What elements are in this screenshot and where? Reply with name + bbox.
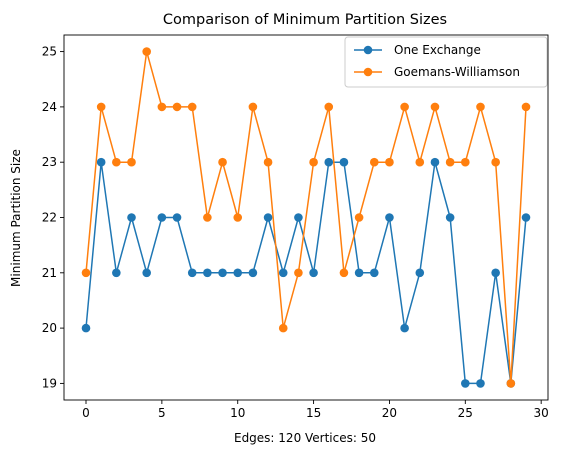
data-point (112, 157, 121, 167)
series-2 (81, 47, 531, 388)
x-tick-label: 10 (230, 406, 245, 420)
x-tick-label: 25 (458, 406, 473, 420)
data-point (415, 268, 425, 278)
data-point (445, 157, 455, 167)
data-point (203, 268, 212, 278)
data-point (324, 157, 334, 167)
legend-item: Goemans-Williamson (354, 65, 520, 79)
data-point (476, 102, 485, 112)
y-tick-label: 22 (42, 211, 57, 225)
data-point (203, 213, 212, 222)
y-tick-label: 19 (42, 376, 57, 390)
data-point (142, 47, 151, 56)
data-point (369, 157, 379, 167)
y-axis: 19 20 21 22 23 24 25 (42, 45, 64, 390)
legend-marker (363, 67, 373, 77)
data-point (521, 213, 531, 222)
x-tick-label: 5 (158, 406, 166, 420)
data-point (263, 157, 273, 167)
y-tick-label: 23 (42, 155, 57, 169)
data-point (294, 213, 303, 222)
data-point (278, 323, 288, 333)
x-tick-label: 20 (382, 406, 397, 420)
legend-label: Goemans-Williamson (394, 65, 520, 79)
y-tick-label: 21 (42, 266, 57, 280)
data-point (354, 268, 364, 278)
data-point (430, 102, 440, 112)
data-point (445, 213, 455, 222)
data-point (521, 102, 531, 112)
data-point (248, 102, 258, 112)
data-point (218, 268, 227, 278)
series-1 (81, 157, 531, 388)
x-axis: 0 5 10 15 20 25 30 (82, 400, 549, 420)
series-line (85, 161, 527, 385)
data-point (400, 102, 409, 112)
legend-box (344, 36, 548, 88)
data-point (278, 268, 288, 278)
data-point (369, 268, 379, 278)
y-axis-label: Minimum Partition Size (9, 149, 23, 287)
data-point (96, 157, 106, 167)
data-point (491, 157, 500, 167)
data-point (339, 268, 349, 278)
data-point (324, 102, 334, 112)
data-point (415, 157, 425, 167)
data-point (385, 157, 394, 167)
y-tick-label: 25 (42, 45, 57, 59)
legend-label: One Exchange (394, 43, 481, 57)
data-point (309, 157, 318, 167)
x-tick-label: 0 (82, 406, 90, 420)
x-tick-label: 15 (306, 406, 321, 420)
y-tick-label: 24 (42, 100, 57, 114)
x-axis-label: Edges: 120 Vertices: 50 (234, 431, 376, 445)
data-point (385, 213, 394, 222)
data-point (506, 379, 516, 388)
data-point (476, 379, 485, 388)
data-point (248, 268, 258, 278)
data-point (339, 157, 349, 167)
legend-marker (363, 45, 373, 55)
legend: One Exchange Goemans-Williamson (344, 36, 548, 88)
data-point (157, 213, 167, 222)
data-point (187, 268, 197, 278)
series-line (85, 50, 527, 385)
data-point (233, 268, 243, 278)
data-point (309, 268, 318, 278)
data-point (127, 157, 136, 167)
data-point (172, 102, 182, 112)
data-point (263, 213, 273, 222)
chart-title: Comparison of Minimum Partition Sizes (163, 12, 447, 28)
data-point (461, 379, 470, 388)
data-point (157, 102, 167, 112)
data-point (354, 213, 364, 222)
data-point (127, 213, 136, 222)
data-point (81, 323, 91, 333)
data-point (96, 102, 106, 112)
y-tick-label: 20 (42, 321, 57, 335)
data-point (142, 268, 151, 278)
legend-item: One Exchange (354, 43, 481, 57)
data-point (461, 157, 470, 167)
data-point (187, 102, 197, 112)
data-point (430, 157, 440, 167)
data-point (491, 268, 500, 278)
data-point (81, 268, 91, 278)
series-layer (81, 47, 531, 388)
data-point (294, 268, 303, 278)
x-tick-label: 30 (534, 406, 549, 420)
data-point (112, 268, 121, 278)
data-point (233, 213, 243, 222)
data-point (400, 323, 409, 333)
data-point (218, 157, 227, 167)
data-point (172, 213, 182, 222)
